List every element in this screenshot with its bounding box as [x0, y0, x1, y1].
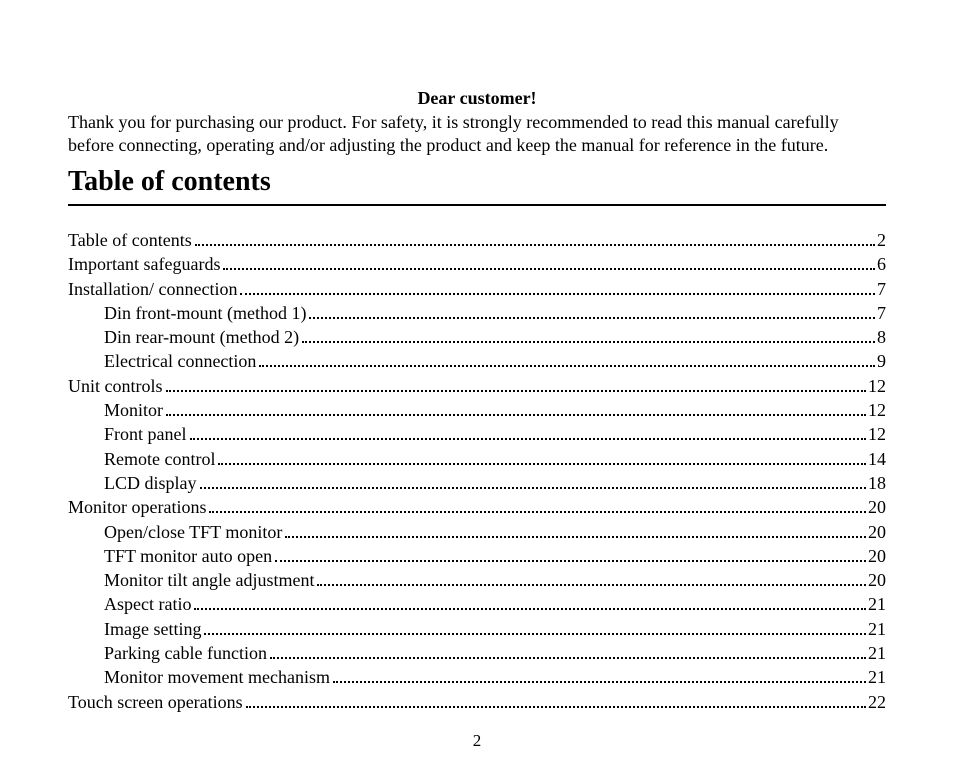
toc-entry-label: Parking cable function	[104, 641, 268, 665]
toc-row: Din front-mount (method 1) 7	[68, 301, 886, 325]
toc-entry-label: Monitor	[104, 398, 164, 422]
toc-leader-dots	[223, 268, 875, 270]
toc-entry-label: TFT monitor auto open	[104, 544, 273, 568]
toc-leader-dots	[333, 681, 866, 683]
toc-entry-label: Aspect ratio	[104, 592, 192, 616]
toc-entry-page: 21	[868, 641, 886, 665]
toc-entry-label: Important safeguards	[68, 252, 221, 276]
toc-entry-label: Monitor movement mechanism	[104, 665, 331, 689]
toc-row: Monitor 12	[68, 398, 886, 422]
horizontal-rule	[68, 204, 886, 206]
greeting-heading: Dear customer!	[68, 88, 886, 109]
toc-row: Remote control 14	[68, 447, 886, 471]
toc-entry-label: Remote control	[104, 447, 216, 471]
toc-entry-label: Installation/ connection	[68, 277, 238, 301]
intro-paragraph: Thank you for purchasing our product. Fo…	[68, 111, 886, 156]
toc-leader-dots	[218, 463, 866, 465]
toc-entry-page: 12	[868, 398, 886, 422]
toc-leader-dots	[309, 317, 875, 319]
toc-row: Table of contents 2	[68, 228, 886, 252]
toc-entry-page: 14	[868, 447, 886, 471]
toc-entry-label: Din front-mount (method 1)	[104, 301, 307, 325]
toc-entry-page: 18	[868, 471, 886, 495]
toc-entry-page: 20	[868, 495, 886, 519]
toc-row: Din rear-mount (method 2) 8	[68, 325, 886, 349]
toc-entry-page: 8	[877, 325, 886, 349]
toc-row: Electrical connection 9	[68, 349, 886, 373]
toc-entry-page: 7	[877, 301, 886, 325]
toc-leader-dots	[200, 487, 867, 489]
toc-leader-dots	[285, 536, 866, 538]
toc-entry-page: 20	[868, 544, 886, 568]
toc-entry-label: Monitor operations	[68, 495, 207, 519]
toc-entry-label: Front panel	[104, 422, 188, 446]
toc-title: Table of contents	[68, 166, 886, 198]
toc-row: TFT monitor auto open 20	[68, 544, 886, 568]
toc-row: LCD display 18	[68, 471, 886, 495]
toc-entry-page: 2	[877, 228, 886, 252]
toc-entry-page: 7	[877, 277, 886, 301]
toc-row: Important safeguards 6	[68, 252, 886, 276]
toc-entry-label: Open/close TFT monitor	[104, 520, 283, 544]
toc-row: Monitor movement mechanism 21	[68, 665, 886, 689]
toc-leader-dots	[240, 293, 875, 295]
toc-entry-label: LCD display	[104, 471, 198, 495]
toc-leader-dots	[246, 706, 866, 708]
toc-leader-dots	[270, 657, 866, 659]
toc-row: Image setting 21	[68, 617, 886, 641]
toc-entry-label: Electrical connection	[104, 349, 257, 373]
toc-entry-label: Image setting	[104, 617, 202, 641]
toc-entry-page: 12	[868, 422, 886, 446]
toc-leader-dots	[204, 633, 866, 635]
toc-entry-label: Din rear-mount (method 2)	[104, 325, 300, 349]
toc-row: Aspect ratio 21	[68, 592, 886, 616]
toc-leader-dots	[275, 560, 866, 562]
toc-entry-page: 20	[868, 568, 886, 592]
toc-leader-dots	[166, 390, 867, 392]
toc-row: Unit controls 12	[68, 374, 886, 398]
toc-entry-label: Touch screen operations	[68, 690, 244, 714]
toc-entry-page: 6	[877, 252, 886, 276]
toc-row: Open/close TFT monitor 20	[68, 520, 886, 544]
toc-entry-label: Unit controls	[68, 374, 164, 398]
toc-leader-dots	[209, 511, 866, 513]
toc-row: Monitor operations 20	[68, 495, 886, 519]
toc-row: Touch screen operations 22	[68, 690, 886, 714]
toc-entry-label: Monitor tilt angle adjustment	[104, 568, 315, 592]
toc-row: Monitor tilt angle adjustment 20	[68, 568, 886, 592]
page-number: 2	[0, 731, 954, 751]
toc-leader-dots	[259, 365, 875, 367]
toc-entry-label: Table of contents	[68, 228, 193, 252]
toc-entry-page: 22	[868, 690, 886, 714]
toc-entry-page: 21	[868, 665, 886, 689]
toc-entry-page: 21	[868, 592, 886, 616]
toc-leader-dots	[302, 341, 875, 343]
toc-leader-dots	[190, 438, 867, 440]
toc-entry-page: 9	[877, 349, 886, 373]
toc-row: Parking cable function 21	[68, 641, 886, 665]
toc-row: Front panel 12	[68, 422, 886, 446]
toc-leader-dots	[195, 244, 875, 246]
toc-row: Installation/ connection 7	[68, 277, 886, 301]
toc-entry-page: 20	[868, 520, 886, 544]
toc-entry-page: 12	[868, 374, 886, 398]
page-container: Dear customer! Thank you for purchasing …	[0, 0, 954, 781]
toc-entry-page: 21	[868, 617, 886, 641]
toc-leader-dots	[194, 608, 866, 610]
table-of-contents: Table of contents 2Important safeguards …	[68, 228, 886, 714]
toc-leader-dots	[166, 414, 866, 416]
toc-leader-dots	[317, 584, 866, 586]
